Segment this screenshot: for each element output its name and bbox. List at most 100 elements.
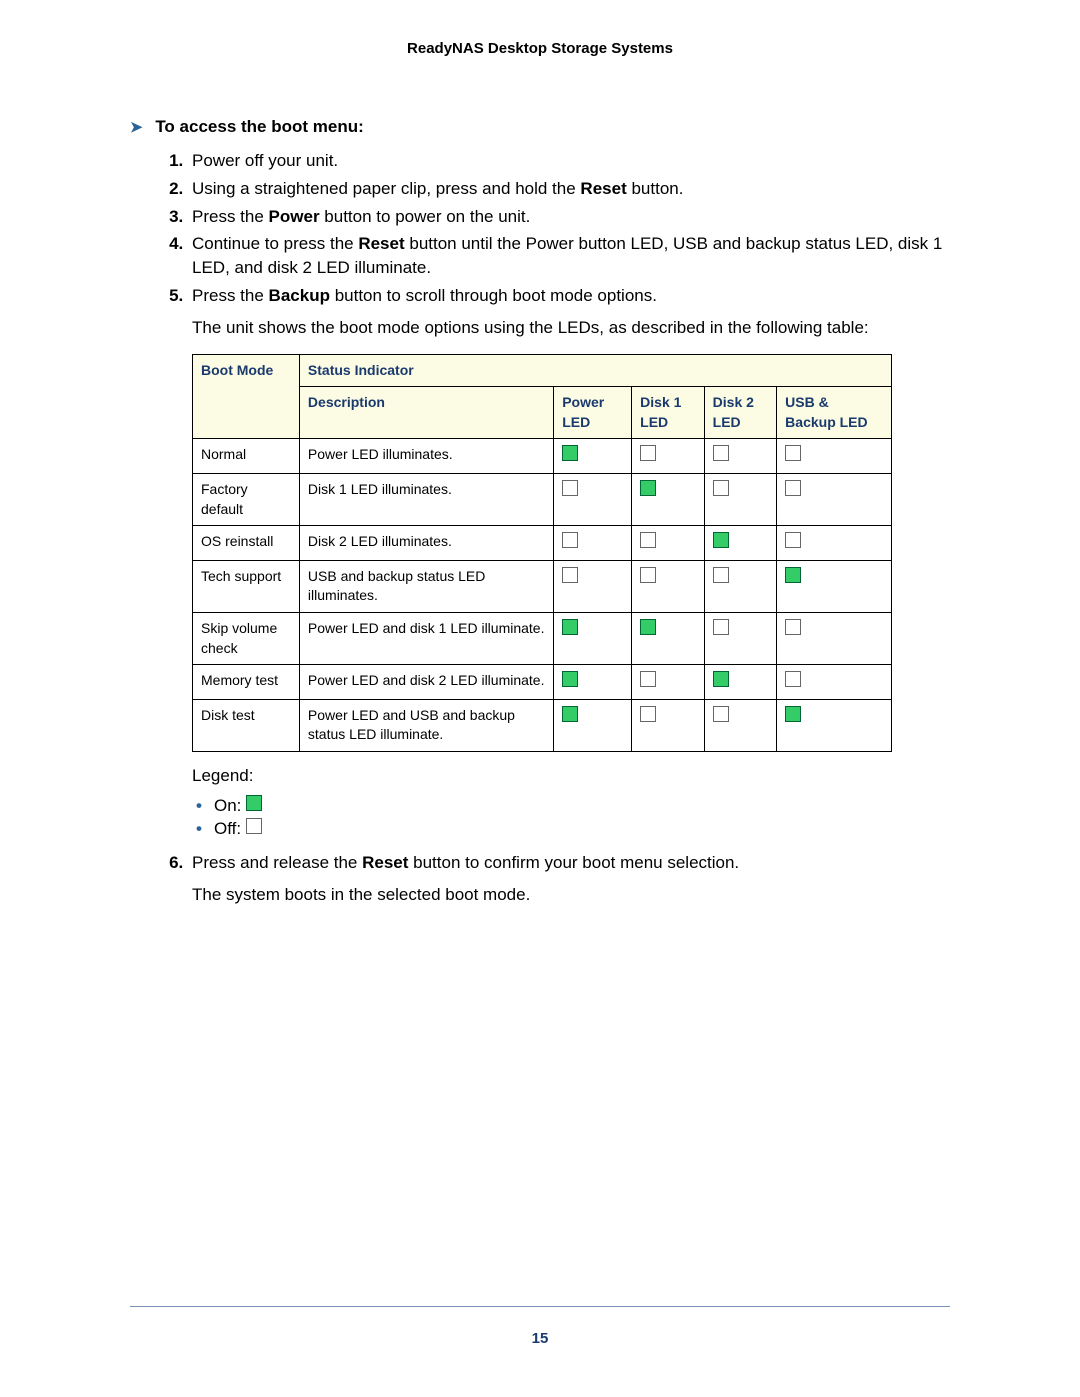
cell-power-led xyxy=(554,612,632,664)
led-off-icon xyxy=(785,445,801,461)
cell-boot-mode: Tech support xyxy=(193,560,300,612)
cell-disk2-led xyxy=(704,699,777,751)
cell-description: Disk 1 LED illuminates. xyxy=(299,473,553,525)
cell-description: Power LED and disk 2 LED illuminate. xyxy=(299,665,553,700)
cell-power-led xyxy=(554,439,632,474)
led-off-icon xyxy=(785,619,801,635)
cell-boot-mode: Skip volume check xyxy=(193,612,300,664)
cell-boot-mode: Disk test xyxy=(193,699,300,751)
cell-disk1-led xyxy=(632,699,705,751)
led-on-icon xyxy=(562,671,578,687)
led-off-icon xyxy=(713,619,729,635)
step-4: Continue to press the Reset button until… xyxy=(188,232,950,280)
led-off-icon xyxy=(640,706,656,722)
step-3-pre: Press the xyxy=(192,207,269,226)
led-off-icon xyxy=(713,480,729,496)
th-usb-backup-led: USB & Backup LED xyxy=(777,387,892,439)
led-on-icon xyxy=(640,480,656,496)
led-off-icon xyxy=(562,532,578,548)
cell-disk1-led xyxy=(632,526,705,561)
step-1: Power off your unit. xyxy=(188,149,950,173)
cell-disk2-led xyxy=(704,560,777,612)
led-off-icon xyxy=(246,818,262,834)
table-row: Tech supportUSB and backup status LED il… xyxy=(193,560,892,612)
table-row: NormalPower LED illuminates. xyxy=(193,439,892,474)
led-on-icon xyxy=(562,619,578,635)
step-4-bold: Reset xyxy=(358,234,404,253)
cell-description: Disk 2 LED illuminates. xyxy=(299,526,553,561)
th-power-led: Power LED xyxy=(554,387,632,439)
cell-description: USB and backup status LED illuminates. xyxy=(299,560,553,612)
page: ReadyNAS Desktop Storage Systems ➤ To ac… xyxy=(0,0,1080,1397)
led-off-icon xyxy=(713,445,729,461)
th-boot-mode: Boot Mode xyxy=(193,354,300,439)
table-row: Skip volume checkPower LED and disk 1 LE… xyxy=(193,612,892,664)
led-off-icon xyxy=(562,567,578,583)
led-off-icon xyxy=(785,671,801,687)
cell-boot-mode: Normal xyxy=(193,439,300,474)
th-disk1-led: Disk 1 LED xyxy=(632,387,705,439)
step-5-bold: Backup xyxy=(269,286,330,305)
led-off-icon xyxy=(713,567,729,583)
led-on-icon xyxy=(785,706,801,722)
cell-power-led xyxy=(554,526,632,561)
led-on-icon xyxy=(562,445,578,461)
section-heading: ➤ To access the boot menu: xyxy=(130,117,950,137)
led-on-icon xyxy=(246,795,262,811)
cell-disk1-led xyxy=(632,560,705,612)
legend: Legend: On: Off: xyxy=(192,764,950,841)
led-off-icon xyxy=(562,480,578,496)
step-2-pre: Using a straightened paper clip, press a… xyxy=(192,179,580,198)
footer-rule xyxy=(130,1306,950,1307)
step-3-bold: Power xyxy=(269,207,320,226)
legend-title: Legend: xyxy=(192,766,253,785)
step-4-pre: Continue to press the xyxy=(192,234,358,253)
arrow-icon: ➤ xyxy=(130,119,143,136)
step-2-post: button. xyxy=(627,179,684,198)
cell-disk1-led xyxy=(632,473,705,525)
legend-on-label: On: xyxy=(214,796,246,815)
cell-disk2-led xyxy=(704,665,777,700)
cell-boot-mode: OS reinstall xyxy=(193,526,300,561)
legend-off-label: Off: xyxy=(214,819,246,838)
table-row: Factory defaultDisk 1 LED illuminates. xyxy=(193,473,892,525)
led-on-icon xyxy=(562,706,578,722)
cell-boot-mode: Memory test xyxy=(193,665,300,700)
th-status-indicator: Status Indicator xyxy=(299,354,891,387)
led-off-icon xyxy=(785,480,801,496)
step-5: Press the Backup button to scroll throug… xyxy=(188,284,950,841)
table-row: OS reinstallDisk 2 LED illuminates. xyxy=(193,526,892,561)
step-5-extra: The unit shows the boot mode options usi… xyxy=(192,316,950,340)
cell-usb-led xyxy=(777,473,892,525)
step-6: Press and release the Reset button to co… xyxy=(188,851,950,907)
led-on-icon xyxy=(713,671,729,687)
step-6-pre: Press and release the xyxy=(192,853,362,872)
led-off-icon xyxy=(640,671,656,687)
legend-on: On: xyxy=(214,794,950,818)
cell-usb-led xyxy=(777,439,892,474)
cell-disk2-led xyxy=(704,473,777,525)
cell-disk2-led xyxy=(704,526,777,561)
page-header-title: ReadyNAS Desktop Storage Systems xyxy=(130,40,950,57)
cell-description: Power LED and USB and backup status LED … xyxy=(299,699,553,751)
step-6-post: button to confirm your boot menu selecti… xyxy=(408,853,739,872)
cell-disk1-led xyxy=(632,612,705,664)
cell-power-led xyxy=(554,473,632,525)
step-6-bold: Reset xyxy=(362,853,408,872)
page-number: 15 xyxy=(0,1330,1080,1347)
th-disk2-led: Disk 2 LED xyxy=(704,387,777,439)
led-off-icon xyxy=(640,532,656,548)
cell-boot-mode: Factory default xyxy=(193,473,300,525)
step-3: Press the Power button to power on the u… xyxy=(188,205,950,229)
step-2-bold: Reset xyxy=(580,179,626,198)
th-description: Description xyxy=(299,387,553,439)
cell-description: Power LED and disk 1 LED illuminate. xyxy=(299,612,553,664)
cell-power-led xyxy=(554,560,632,612)
led-off-icon xyxy=(713,706,729,722)
cell-usb-led xyxy=(777,612,892,664)
table-row: Memory testPower LED and disk 2 LED illu… xyxy=(193,665,892,700)
led-off-icon xyxy=(640,567,656,583)
led-on-icon xyxy=(640,619,656,635)
step-1-text: Power off your unit. xyxy=(192,151,338,170)
led-off-icon xyxy=(785,532,801,548)
